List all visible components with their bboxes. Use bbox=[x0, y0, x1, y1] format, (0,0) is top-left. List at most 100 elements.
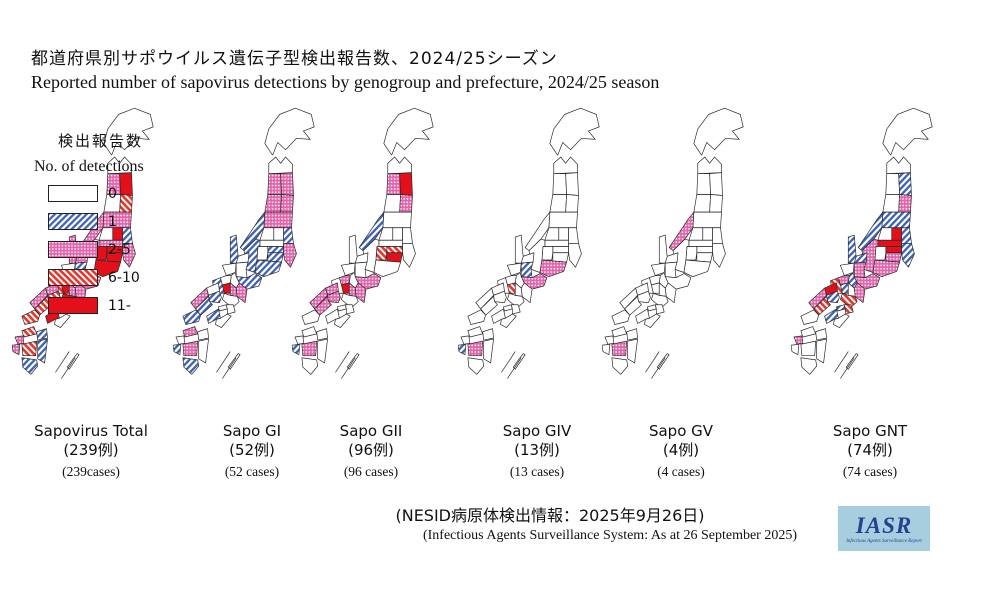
prefecture-wakayama bbox=[840, 292, 858, 309]
map-count-jp: (13例) bbox=[514, 441, 560, 460]
page-title-jp: 都道府県別サポウイルス遺伝子型検出報告数、2024/25シーズン bbox=[31, 49, 558, 69]
prefecture-hokkaido bbox=[882, 107, 933, 156]
prefecture-miyazaki bbox=[483, 338, 494, 364]
prefecture-miyazaki bbox=[198, 338, 209, 364]
legend-label: 11- bbox=[108, 297, 131, 314]
prefecture-miyazaki bbox=[627, 338, 638, 364]
prefecture-yamanashi bbox=[375, 246, 388, 261]
prefecture-hokkaido bbox=[103, 107, 154, 156]
prefecture-wakayama bbox=[507, 292, 525, 309]
prefecture-yamanashi bbox=[685, 246, 698, 261]
prefecture-kagawa bbox=[503, 304, 513, 312]
prefecture-niigata bbox=[358, 211, 385, 252]
prefecture-yamanashi bbox=[874, 246, 887, 261]
inset-divider-line bbox=[216, 351, 231, 373]
prefecture-ishikawa bbox=[348, 234, 358, 264]
prefecture-shimane bbox=[475, 287, 494, 310]
prefecture-fukushima bbox=[263, 211, 293, 229]
prefecture-kumamoto bbox=[800, 340, 817, 357]
legend-swatch-pink-dots bbox=[48, 241, 98, 258]
prefecture-saga bbox=[175, 335, 186, 345]
prefecture-kagawa bbox=[337, 304, 347, 312]
prefecture-kagawa bbox=[836, 304, 846, 312]
prefecture-yamagata bbox=[383, 194, 401, 213]
prefecture-tokyo bbox=[696, 246, 713, 254]
prefecture-shimane bbox=[808, 287, 827, 310]
footer-note-en: (Infectious Agents Surveillance System: … bbox=[422, 528, 798, 543]
prefecture-tochigi bbox=[558, 227, 569, 241]
map-name: Sapo GIV bbox=[502, 422, 572, 440]
map-sapo-gnt: Sapo GNT (74例) (74 cases) bbox=[791, 104, 949, 481]
prefecture-saitama bbox=[544, 239, 569, 247]
prefecture-kagawa bbox=[647, 304, 657, 312]
prefecture-yamanashi bbox=[541, 246, 554, 261]
prefecture-shizuoka bbox=[373, 259, 401, 278]
prefecture-aomori bbox=[268, 156, 293, 175]
prefecture-saitama bbox=[259, 239, 284, 247]
prefecture-oita bbox=[316, 328, 328, 341]
map-count-en: (4 cases) bbox=[657, 464, 705, 480]
prefecture-akita bbox=[267, 173, 282, 195]
prefecture-oita bbox=[815, 328, 827, 341]
legend-row-4: 11- bbox=[48, 297, 144, 314]
japan-choropleth bbox=[602, 107, 744, 379]
prefecture-kagawa bbox=[218, 304, 228, 312]
prefecture-shimane bbox=[619, 287, 638, 310]
japan-choropleth bbox=[292, 107, 434, 379]
prefecture-saga bbox=[294, 335, 305, 345]
prefecture-tokushima bbox=[225, 304, 236, 315]
prefecture-kumamoto bbox=[21, 340, 38, 357]
prefecture-ibaraki bbox=[568, 227, 579, 244]
prefecture-akita bbox=[552, 173, 567, 195]
map-sapo-gii: Sapo GII (96例) (96 cases) bbox=[292, 104, 450, 481]
map-name: Sapo GII bbox=[339, 422, 403, 440]
inset-divider-line bbox=[55, 351, 70, 373]
map-sapo-gv: Sapo GV (4例) (4 cases) bbox=[602, 104, 760, 481]
prefecture-yamaguchi bbox=[800, 309, 819, 325]
map-sapovirus-total: Sapovirus Total (239例) (239cases) bbox=[12, 104, 170, 481]
legend-swatch-blue-hatch bbox=[48, 213, 98, 230]
map-name: Sapo GI bbox=[222, 422, 282, 440]
map-count-jp: (74例) bbox=[847, 441, 893, 460]
prefecture-kochi bbox=[644, 313, 661, 328]
prefecture-nagasaki bbox=[292, 343, 301, 356]
prefecture-nagasaki bbox=[602, 343, 611, 356]
prefecture-chiba bbox=[568, 242, 582, 268]
prefecture-oita bbox=[197, 328, 209, 341]
prefecture-fukuoka bbox=[182, 326, 199, 338]
prefecture-kagoshima bbox=[467, 357, 485, 375]
prefecture-oita bbox=[36, 328, 48, 341]
legend-label: 1 bbox=[108, 213, 117, 230]
prefecture-yamaguchi bbox=[301, 309, 320, 325]
prefecture-saitama bbox=[378, 239, 403, 247]
prefecture-tochigi bbox=[392, 227, 403, 241]
prefecture-kagoshima bbox=[21, 357, 39, 375]
prefecture-yamagata bbox=[549, 194, 567, 213]
prefecture-nagasaki bbox=[458, 343, 467, 356]
prefecture-gifu bbox=[853, 261, 867, 279]
prefecture-kanagawa bbox=[386, 252, 403, 263]
japan-choropleth bbox=[791, 107, 933, 379]
prefecture-tokyo bbox=[386, 246, 403, 254]
prefecture-miyagi bbox=[565, 194, 579, 213]
prefecture-ishikawa bbox=[847, 234, 857, 264]
map-name: Sapo GNT bbox=[832, 422, 908, 440]
legend-row-2: 2-5 bbox=[48, 241, 144, 258]
prefecture-akita bbox=[696, 173, 711, 195]
map-caption: Sapo GNT (74例) (74 cases) bbox=[791, 422, 949, 481]
prefecture-iwate bbox=[709, 172, 723, 196]
inset-divider-line bbox=[335, 351, 350, 373]
prefecture-kumamoto bbox=[301, 340, 318, 357]
map-count-jp: (52例) bbox=[229, 441, 275, 460]
prefecture-kochi bbox=[334, 313, 351, 328]
map-count-en: (74 cases) bbox=[842, 464, 898, 480]
prefecture-saitama bbox=[877, 239, 902, 247]
map-count-en: (13 cases) bbox=[509, 464, 565, 480]
prefecture-hokkaido bbox=[693, 107, 744, 156]
prefecture-niigata bbox=[524, 211, 551, 252]
inset-divider-line bbox=[341, 357, 356, 379]
prefecture-ishikawa bbox=[229, 234, 239, 264]
legend-rows: 0 1 2-5 6-10 11- bbox=[34, 185, 144, 314]
prefecture-fukuoka bbox=[467, 326, 484, 338]
prefecture-niigata bbox=[239, 211, 266, 252]
